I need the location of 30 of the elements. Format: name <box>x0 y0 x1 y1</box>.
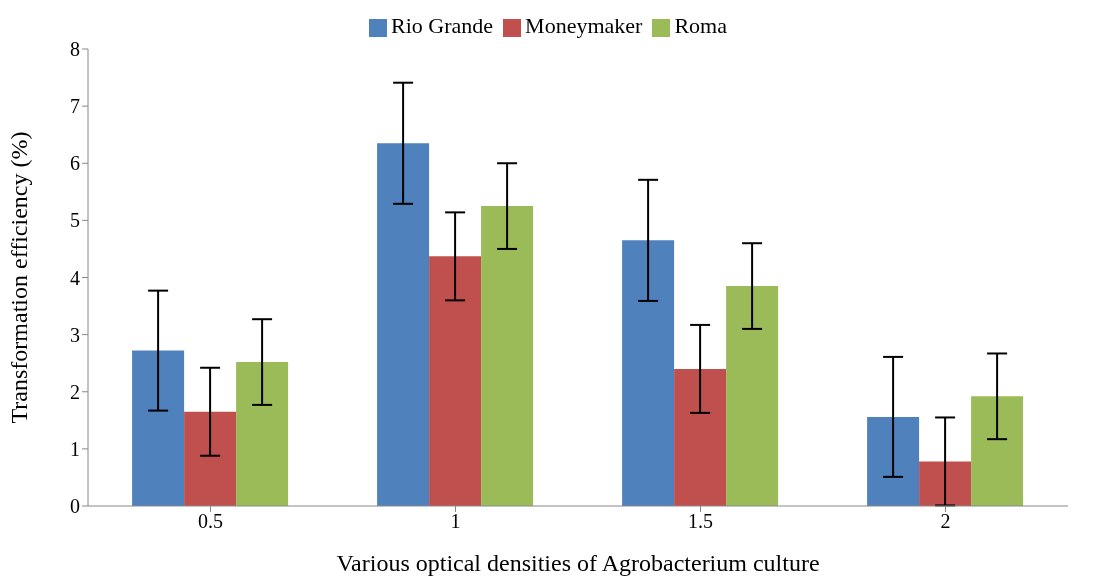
bar <box>184 411 237 506</box>
y-axis-title: Transformation efficiency (%) <box>5 131 32 424</box>
bar <box>867 416 920 506</box>
bar <box>132 350 185 506</box>
x-tick-label: 0.5 <box>198 510 223 533</box>
y-tick-label: 4 <box>70 266 80 289</box>
y-tick-label: 7 <box>70 95 80 118</box>
y-tick-label: 8 <box>70 38 80 61</box>
bar <box>377 143 430 506</box>
y-tick-label: 6 <box>70 152 80 175</box>
bar <box>919 461 972 506</box>
y-tick-label: 0 <box>70 495 80 518</box>
bar <box>674 368 727 506</box>
x-tick-label: 2 <box>940 510 951 533</box>
bar <box>726 286 779 506</box>
bar <box>236 362 289 506</box>
bar <box>429 256 482 506</box>
y-tick-label: 5 <box>70 209 80 232</box>
y-tick-label: 1 <box>70 437 80 460</box>
bar <box>971 396 1024 506</box>
bar <box>481 206 534 506</box>
legend-label: Moneymaker <box>525 13 643 38</box>
legend-label: Rio Grande <box>391 13 494 38</box>
bar <box>622 240 675 506</box>
y-tick-label: 3 <box>70 323 80 346</box>
x-tick-label: 1.5 <box>688 510 713 533</box>
x-tick-label: 1 <box>450 510 461 533</box>
x-axis-title: Various optical densities of Agrobacterium culture <box>336 550 820 576</box>
y-tick-label: 2 <box>70 380 80 403</box>
legend-label: Roma <box>674 13 727 38</box>
